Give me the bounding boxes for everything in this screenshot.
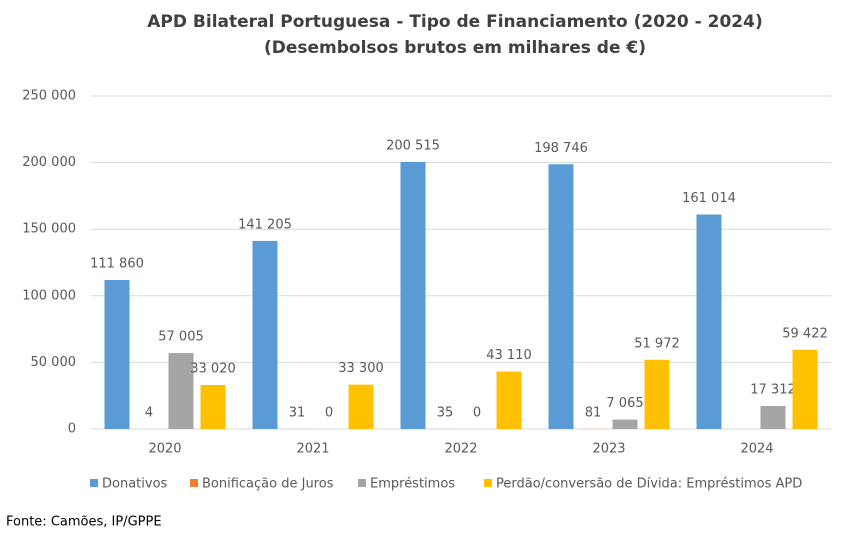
- legend-label: Empréstimos: [370, 477, 455, 492]
- bar: [168, 353, 194, 429]
- bar: [348, 384, 374, 429]
- x-tick-label: 2022: [444, 442, 477, 457]
- y-tick-label: 200 000: [22, 155, 76, 170]
- x-tick-label: 2024: [740, 442, 773, 457]
- legend-swatch: [190, 479, 198, 487]
- value-label: 57 005: [158, 330, 204, 345]
- value-label: 0: [473, 406, 481, 421]
- value-label: 81: [585, 405, 602, 420]
- legend-swatch: [90, 479, 98, 487]
- value-label: 4: [145, 405, 153, 420]
- bar: [252, 240, 278, 429]
- legend-label: Perdão/conversão de Dívida: Empréstimos …: [496, 477, 802, 492]
- y-tick-label: 50 000: [31, 355, 77, 370]
- chart-subtitle: (Desembolsos brutos em milhares de €): [264, 38, 646, 58]
- bar: [760, 405, 786, 429]
- bar: [696, 214, 722, 429]
- value-label: 161 014: [682, 191, 736, 206]
- y-tick-label: 150 000: [22, 222, 76, 237]
- value-label: 141 205: [238, 217, 292, 232]
- legend-label: Donativos: [102, 477, 168, 492]
- value-label: 59 422: [782, 326, 828, 341]
- value-label: 7 065: [606, 396, 643, 411]
- value-label: 200 515: [386, 138, 440, 153]
- value-label: 17 312: [750, 382, 796, 397]
- value-label: 33 020: [190, 362, 236, 377]
- value-label: 0: [325, 406, 333, 421]
- value-label: 31: [289, 405, 306, 420]
- bar: [792, 349, 818, 429]
- y-tick-label: 250 000: [22, 89, 76, 104]
- legend-swatch: [484, 479, 492, 487]
- legend-label: Bonificação de Juros: [202, 477, 334, 492]
- value-label: 51 972: [634, 336, 680, 351]
- value-label: 111 860: [90, 257, 144, 272]
- x-tick-label: 2021: [296, 442, 329, 457]
- bar: [400, 161, 426, 430]
- legend-swatch: [358, 479, 366, 487]
- chart-title: APD Bilateral Portuguesa - Tipo de Finan…: [147, 12, 762, 32]
- value-label: 33 300: [338, 361, 384, 376]
- y-tick-label: 100 000: [22, 288, 76, 303]
- bar: [104, 280, 130, 429]
- x-tick-label: 2023: [592, 442, 625, 457]
- bar: [548, 164, 574, 429]
- bar: [612, 419, 638, 429]
- bar: [496, 371, 522, 429]
- bar: [200, 385, 226, 429]
- x-tick-label: 2020: [148, 442, 181, 457]
- value-label: 43 110: [486, 348, 532, 363]
- value-label: 198 746: [534, 141, 588, 156]
- value-label: 35: [437, 405, 454, 420]
- source-note: Fonte: Camões, IP/GPPE: [6, 515, 162, 530]
- y-tick-label: 0: [68, 422, 76, 437]
- bar: [644, 359, 670, 429]
